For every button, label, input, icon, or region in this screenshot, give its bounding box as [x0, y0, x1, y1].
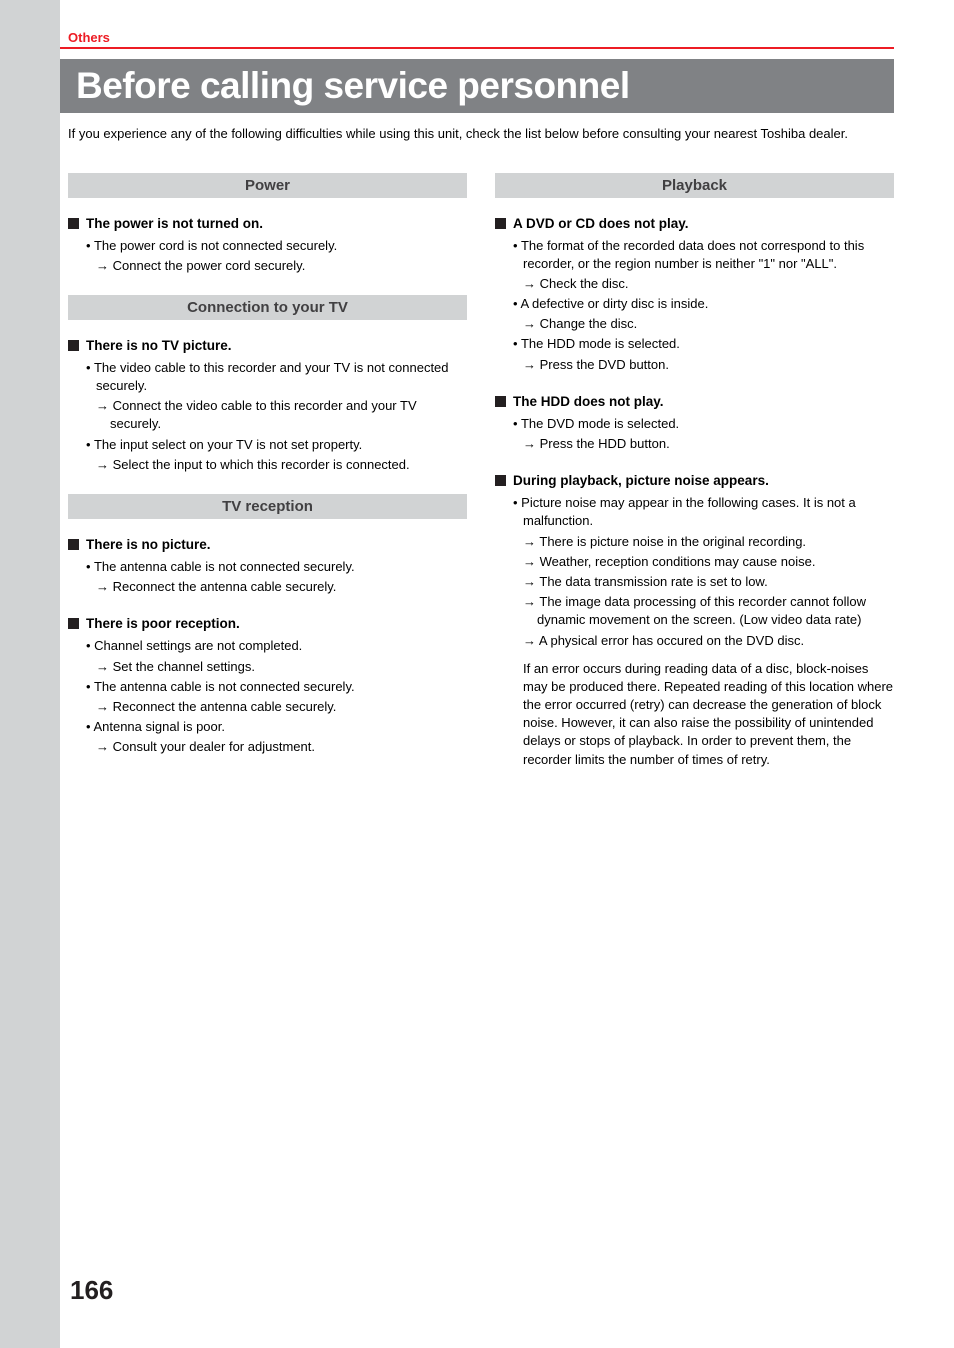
remedy-text: A physical error has occured on the DVD …	[495, 632, 894, 650]
page-title: Before calling service personnel	[60, 59, 894, 113]
topic: The power is not turned on. The power cor…	[68, 216, 467, 275]
red-rule	[60, 47, 894, 49]
remedy-text: The image data processing of this record…	[495, 593, 894, 629]
topic: The HDD does not play. The DVD mode is se…	[495, 394, 894, 453]
cause-text: The input select on your TV is not set p…	[68, 436, 467, 454]
topic-title: The HDD does not play.	[495, 394, 894, 409]
topic-title: There is no TV picture.	[68, 338, 467, 353]
section-header: Playback	[495, 173, 894, 198]
topic: There is no picture. The antenna cable is…	[68, 537, 467, 596]
topic-title: There is poor reception.	[68, 616, 467, 631]
topic: There is no TV picture. The video cable t…	[68, 338, 467, 474]
section-header: Power	[68, 173, 467, 198]
remedy-text: Change the disc.	[495, 315, 894, 333]
topic: During playback, picture noise appears. P…	[495, 473, 894, 769]
section-header: TV reception	[68, 494, 467, 519]
right-column: Playback A DVD or CD does not play. The fo…	[495, 173, 894, 789]
remedy-text: Press the DVD button.	[495, 356, 894, 374]
remedy-text: The data transmission rate is set to low…	[495, 573, 894, 591]
topic: A DVD or CD does not play. The format of …	[495, 216, 894, 374]
remedy-text: There is picture noise in the original r…	[495, 533, 894, 551]
remedy-text: Reconnect the antenna cable securely.	[68, 578, 467, 596]
remedy-text: Press the HDD button.	[495, 435, 894, 453]
cause-text: The DVD mode is selected.	[495, 415, 894, 433]
remedy-text: Consult your dealer for adjustment.	[68, 738, 467, 756]
section-label: Others	[60, 30, 894, 45]
cause-text: Antenna signal is poor.	[68, 718, 467, 736]
section-header: Connection to your TV	[68, 295, 467, 320]
left-margin-bar	[0, 0, 60, 1348]
remedy-text: Check the disc.	[495, 275, 894, 293]
page-number: 166	[70, 1275, 113, 1306]
cause-text: The format of the recorded data does not…	[495, 237, 894, 273]
topic-title: The power is not turned on.	[68, 216, 467, 231]
remedy-text: Set the channel settings.	[68, 658, 467, 676]
remedy-text: Connect the power cord securely.	[68, 257, 467, 275]
topic-title: During playback, picture noise appears.	[495, 473, 894, 488]
topic-title: There is no picture.	[68, 537, 467, 552]
columns: PowerThe power is not turned on.The powe…	[60, 173, 894, 789]
topic-title: A DVD or CD does not play.	[495, 216, 894, 231]
paragraph-text: If an error occurs during reading data o…	[495, 660, 894, 769]
cause-text: Channel settings are not completed.	[68, 637, 467, 655]
remedy-text: Weather, reception conditions may cause …	[495, 553, 894, 571]
cause-text: A defective or dirty disc is inside.	[495, 295, 894, 313]
intro-text: If you experience any of the following d…	[60, 125, 894, 143]
left-column: PowerThe power is not turned on.The powe…	[68, 173, 467, 789]
cause-text: The antenna cable is not connected secur…	[68, 558, 467, 576]
remedy-text: Reconnect the antenna cable securely.	[68, 698, 467, 716]
remedy-text: Select the input to which this recorder …	[68, 456, 467, 474]
cause-text: Picture noise may appear in the followin…	[495, 494, 894, 530]
remedy-text: Connect the video cable to this recorder…	[68, 397, 467, 433]
cause-text: The video cable to this recorder and you…	[68, 359, 467, 395]
topic: There is poor reception. Channel settings…	[68, 616, 467, 756]
cause-text: The HDD mode is selected.	[495, 335, 894, 353]
cause-text: The antenna cable is not connected secur…	[68, 678, 467, 696]
page-content: Others Before calling service personnel …	[60, 0, 894, 789]
cause-text: The power cord is not connected securely…	[68, 237, 467, 255]
